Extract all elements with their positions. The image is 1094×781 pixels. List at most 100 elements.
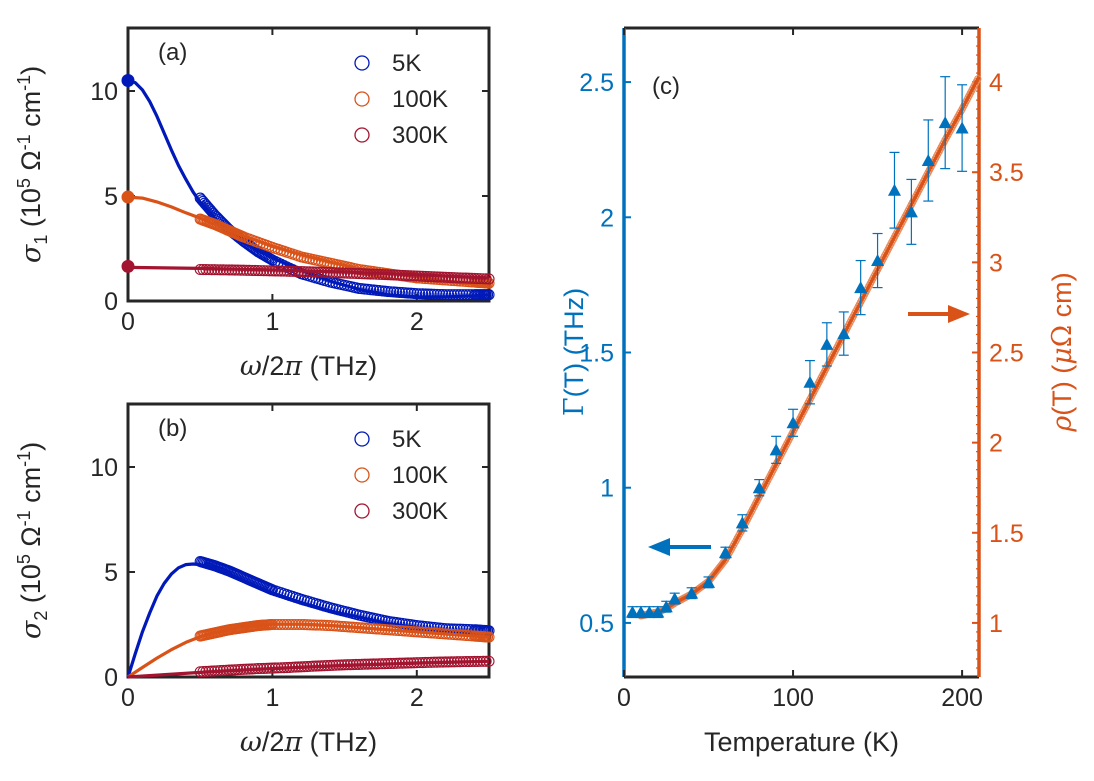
- y-right-tick-label: 1.5: [989, 520, 1024, 548]
- gamma-point: [786, 416, 800, 429]
- legend-label: 300K: [392, 122, 448, 149]
- x-tick-label: 200: [941, 684, 983, 712]
- y-tick-label: 10: [90, 78, 118, 106]
- data-point: [388, 286, 400, 298]
- x-tick-label: 1: [265, 308, 279, 336]
- data-point: [399, 287, 411, 299]
- data-point: [414, 288, 426, 300]
- plot-frame: [126, 402, 491, 679]
- gamma-point: [668, 592, 682, 605]
- y-left-tick-label: 2.5: [579, 69, 614, 97]
- gamma-point: [904, 205, 918, 218]
- right-arrow-icon: [948, 305, 970, 323]
- x-tick-label: 100: [772, 684, 814, 712]
- fit-line: [127, 622, 490, 679]
- series-5k: [126, 555, 495, 678]
- gamma-point: [871, 254, 885, 267]
- x-tick-label: 0: [617, 684, 631, 712]
- y-right-tick-label: 4: [989, 69, 1003, 97]
- gamma-point: [854, 281, 868, 294]
- series-5k: [121, 74, 495, 301]
- fit-line: [127, 659, 490, 679]
- gamma-point: [820, 337, 834, 350]
- legend-label: 100K: [392, 86, 448, 113]
- y-right-tick-label: 1: [989, 610, 1003, 638]
- legend-marker: [354, 467, 370, 483]
- data-point: [411, 288, 423, 300]
- x-tick-label: 0: [121, 684, 135, 712]
- data-point: [417, 288, 429, 300]
- data-point: [445, 289, 458, 301]
- x-axis-label: ω/2π (THz): [240, 727, 377, 758]
- y-right-tick-label: 3.5: [989, 159, 1024, 187]
- x-axis-label: Temperature (K): [704, 727, 899, 757]
- gamma-point: [651, 605, 665, 618]
- y-left-tick-label: 0.5: [579, 610, 614, 638]
- data-point: [431, 288, 443, 300]
- data-point: [440, 289, 452, 301]
- dc-point: [121, 190, 135, 204]
- gamma-point: [718, 546, 732, 559]
- y-right-tick-label: 2.5: [989, 340, 1024, 368]
- gamma-point: [837, 327, 851, 340]
- y-axis-label: σ1 (105 Ω-1 cm-1): [14, 66, 51, 263]
- data-point: [402, 287, 414, 299]
- series-gamma: [625, 76, 969, 619]
- x-tick-label: 0: [121, 308, 135, 336]
- legend: 5K 100K 300K: [354, 50, 448, 149]
- gamma-point: [752, 481, 766, 494]
- gamma-point: [702, 575, 716, 588]
- gamma-point: [803, 375, 817, 388]
- legend-marker: [354, 91, 370, 107]
- y-left-axis-label: Γ(T) (THz): [559, 288, 590, 416]
- data-point: [428, 288, 440, 300]
- y-tick-label: 0: [104, 664, 118, 692]
- dc-point: [121, 74, 135, 87]
- series-100k: [127, 618, 495, 679]
- fit-line: [127, 265, 490, 280]
- gamma-point: [887, 183, 901, 196]
- data-point: [382, 285, 394, 298]
- legend-marker: [354, 431, 370, 447]
- legend-label: 5K: [392, 426, 421, 453]
- panel-c: 0 100 200 0.5 1 1.5 2 2.5 1 1.5 2 2.5 3 3.5 4 (c) Temper…: [559, 26, 1078, 757]
- gamma-point: [921, 154, 935, 167]
- legend-marker: [354, 55, 370, 71]
- gamma-point: [769, 443, 783, 456]
- gamma-point: [735, 516, 749, 529]
- y-right-tick-label: 3: [989, 249, 1003, 277]
- x-tick-label: 1: [265, 684, 279, 712]
- gamma-point: [955, 121, 969, 134]
- gamma-point: [625, 605, 639, 618]
- panel-b: 0 1 2 0 5 10 (b) 5K 100K 300K σ2 (105 Ω-1 cm-1) ω/2…: [14, 402, 495, 758]
- gamma-point: [659, 600, 673, 613]
- y-tick-label: 5: [104, 183, 118, 211]
- left-arrow-icon: [648, 538, 670, 556]
- data-point: [391, 286, 403, 298]
- fit-line: [126, 562, 490, 678]
- legend-label: 300K: [392, 498, 448, 525]
- gamma-point: [642, 605, 656, 618]
- legend-marker: [354, 503, 370, 519]
- panel-a: 0 1 2 0 5 10 (a) 5K 100K 300K σ1 (105 Ω-1 cm-1) ω/2…: [14, 26, 495, 382]
- panel-label: (a): [158, 39, 187, 66]
- x-tick-label: 2: [410, 684, 424, 712]
- data-point: [448, 289, 460, 301]
- y-axis-label: σ2 (105 Ω-1 cm-1): [14, 442, 51, 639]
- data-point: [434, 288, 446, 301]
- data-point: [408, 287, 420, 299]
- y-left-tick-label: 1.5: [579, 340, 614, 368]
- series-300k: [121, 259, 495, 285]
- gamma-point: [634, 605, 648, 618]
- data-point: [385, 286, 397, 298]
- y-right-tick-label: 2: [989, 430, 1003, 458]
- legend-label: 5K: [392, 50, 421, 77]
- dc-point: [121, 259, 135, 273]
- data-point: [437, 289, 449, 301]
- gamma-point: [685, 586, 699, 599]
- y-left-tick-label: 1: [600, 475, 614, 503]
- data-point: [425, 288, 437, 300]
- panel-label: (b): [158, 415, 187, 442]
- data-point: [422, 288, 434, 300]
